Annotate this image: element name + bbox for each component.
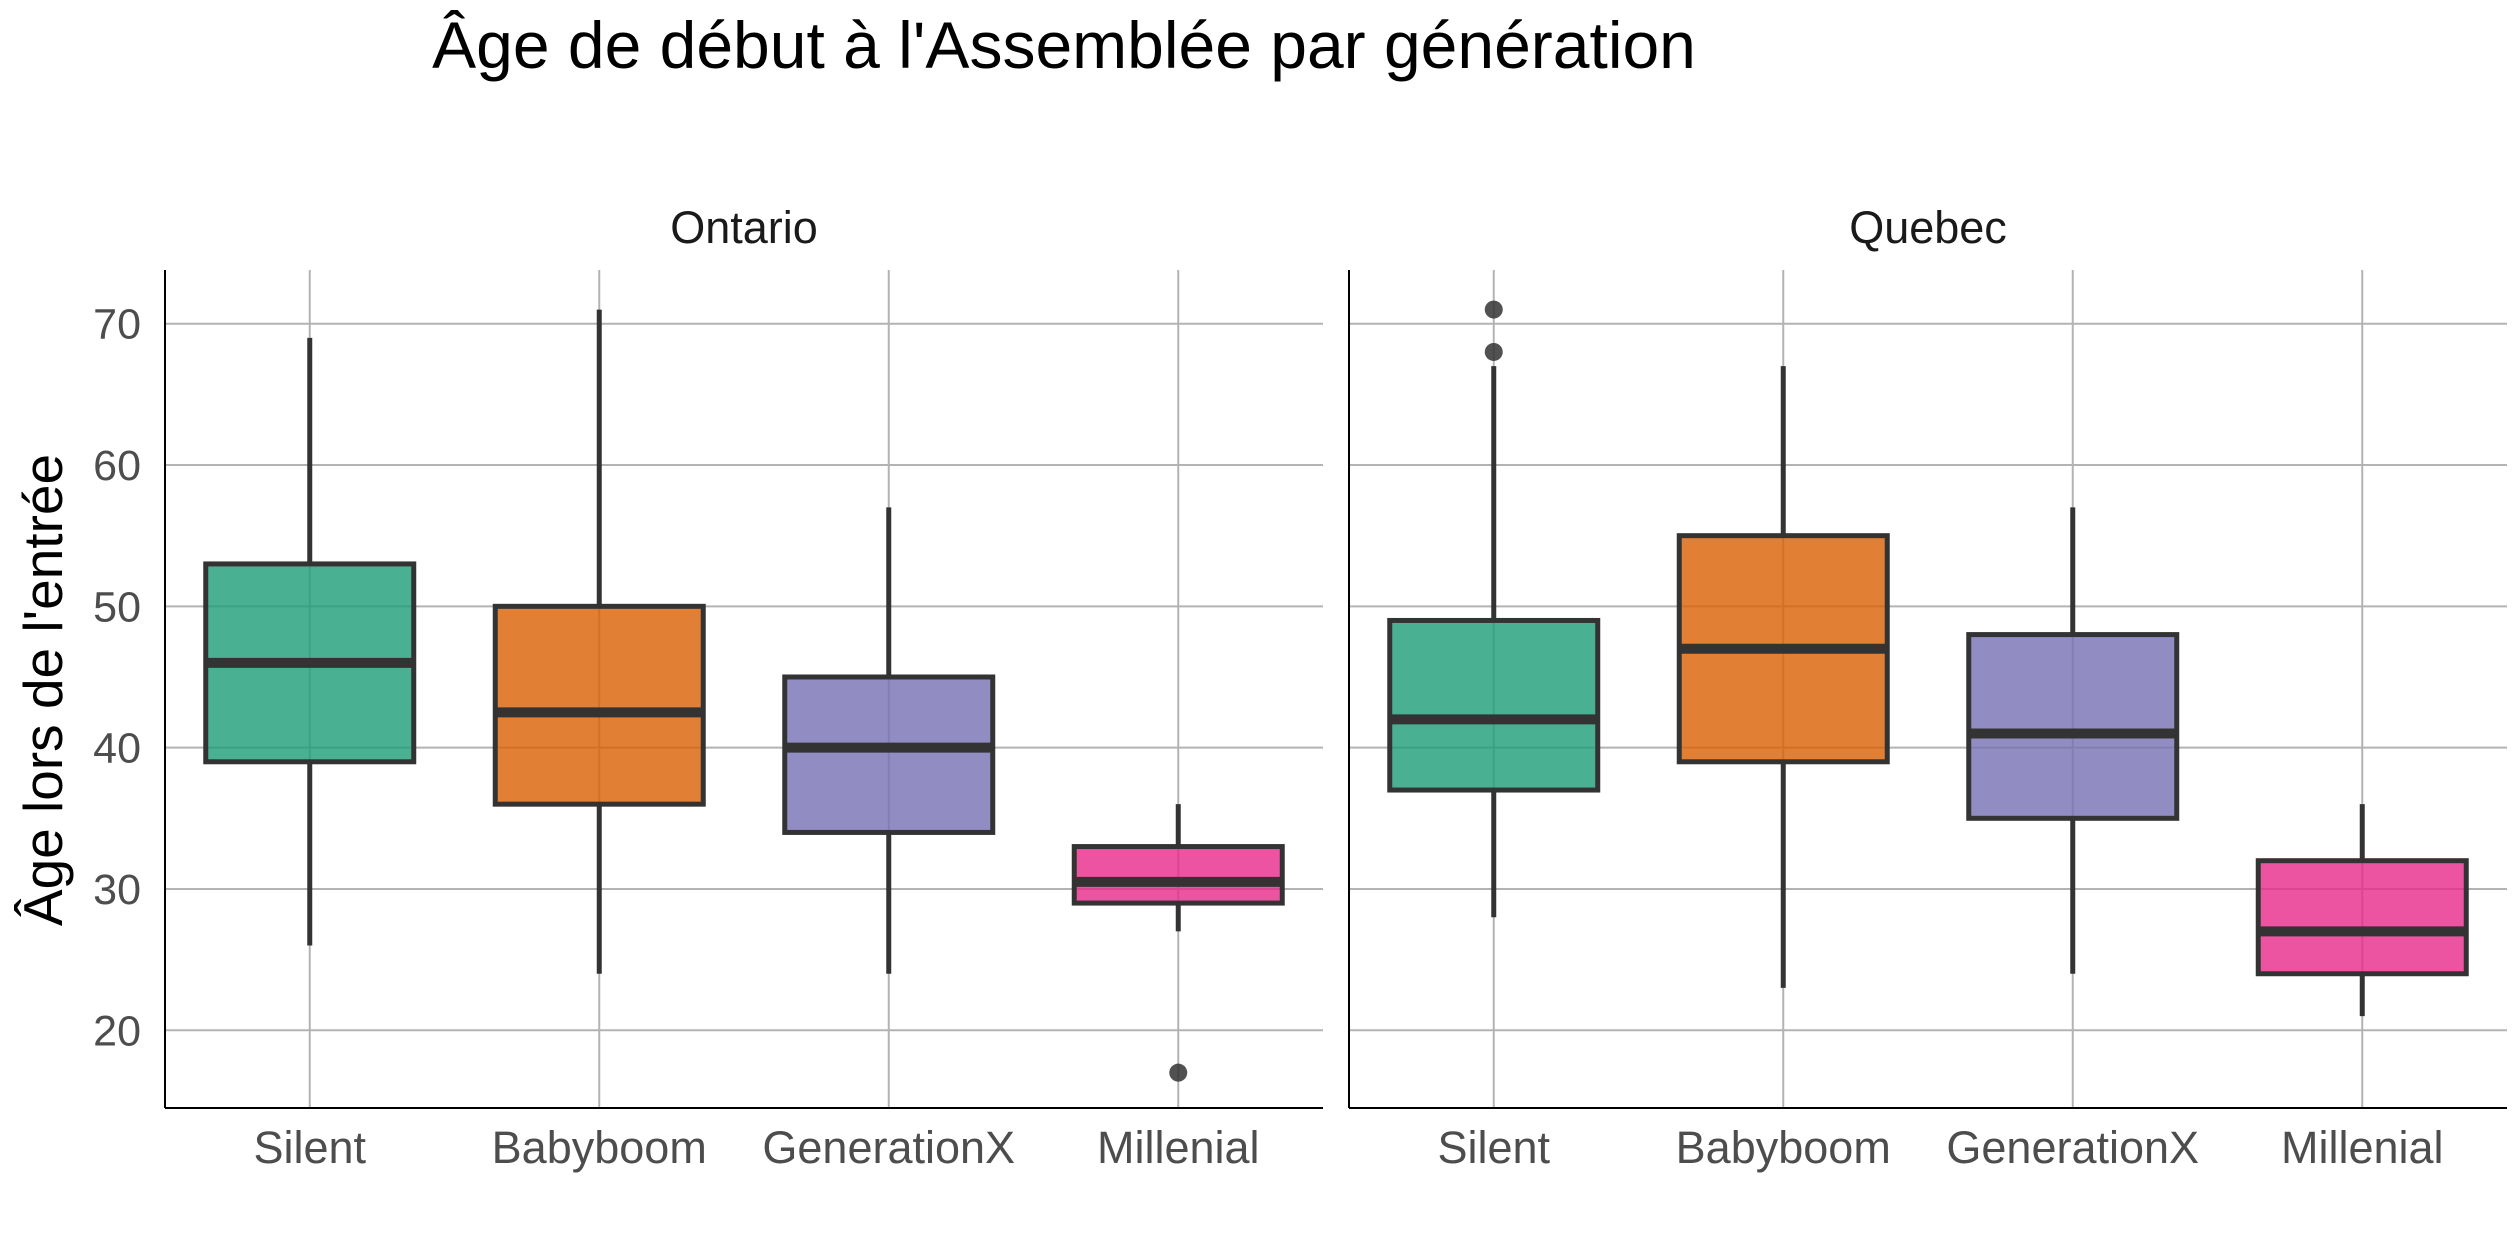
box-ontario-generationx — [782, 507, 996, 974]
x-tick-label-ontario-generationx: GenerationX — [762, 1122, 1015, 1173]
box-body-ontario-generationx — [782, 674, 996, 835]
outlier-quebec-silent-1 — [1484, 300, 1503, 319]
y-tick-label-60: 60 — [93, 442, 141, 490]
x-tick-label-ontario-millenial: Millenial — [1097, 1122, 1260, 1173]
x-tick-label-ontario-babyboom: Babyboom — [492, 1122, 707, 1173]
panels-layer: 20 30 40 50 60 70 Ontario Silent Babyboom Generat… — [93, 202, 2507, 1173]
box-body-quebec-silent — [1387, 617, 1601, 793]
box-body-quebec-millenial — [2255, 858, 2469, 977]
y-tick-label-70: 70 — [93, 301, 141, 349]
box-quebec-silent — [1387, 300, 1601, 918]
box-body-ontario-millenial — [1071, 844, 1285, 906]
box-quebec-millenial — [2255, 804, 2469, 1017]
box-quebec-generationx — [1966, 507, 2180, 974]
panel-ontario: 20 30 40 50 60 70 Ontario Silent Babyboom Generat… — [93, 202, 1323, 1173]
box-quebec-babyboom — [1676, 366, 1890, 988]
box-ontario-silent — [203, 337, 417, 946]
box-body-ontario-babyboom — [492, 603, 706, 807]
facet-label-quebec: Quebec — [1849, 202, 2007, 253]
box-ontario-babyboom — [492, 309, 706, 974]
box-body-quebec-generationx — [1966, 632, 2180, 821]
y-axis-label: Âge lors de l'entrée — [12, 454, 74, 926]
y-tick-label-40: 40 — [93, 725, 141, 773]
x-tick-label-quebec-generationx: GenerationX — [1946, 1122, 2199, 1173]
x-tick-label-quebec-silent: Silent — [1437, 1122, 1550, 1173]
chart-title: Âge de début à l'Assemblée par génératio… — [432, 8, 1696, 82]
panel-quebec: Quebec Silent Babyboom GenerationX Millenial — [1348, 202, 2507, 1173]
outlier-quebec-silent-0 — [1484, 342, 1503, 361]
x-tick-label-quebec-babyboom: Babyboom — [1676, 1122, 1891, 1173]
y-tick-label-50: 50 — [93, 583, 141, 631]
facet-label-ontario: Ontario — [670, 202, 818, 253]
y-tick-label-20: 20 — [93, 1007, 141, 1055]
outlier-ontario-millenial-0 — [1169, 1063, 1188, 1082]
x-tick-label-quebec-millenial: Millenial — [2281, 1122, 2444, 1173]
box-ontario-millenial — [1071, 804, 1285, 1082]
x-tick-label-ontario-silent: Silent — [253, 1122, 366, 1173]
y-tick-label-30: 30 — [93, 866, 141, 914]
